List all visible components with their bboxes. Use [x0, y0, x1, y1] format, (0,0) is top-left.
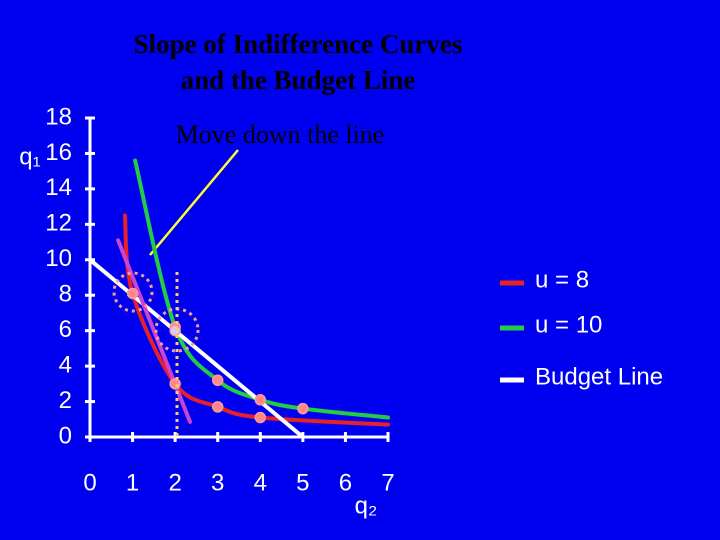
x-tick-label: 7 [381, 469, 394, 496]
y-tick-label: 10 [45, 245, 72, 272]
point [211, 374, 224, 387]
y-tick-label: 0 [59, 422, 72, 449]
point [126, 287, 139, 300]
highlight [112, 271, 154, 313]
point [254, 411, 267, 424]
y-axis-label: q₁ [19, 143, 40, 170]
x-tick-label: 1 [126, 469, 139, 496]
x-tick-label: 6 [339, 469, 352, 496]
y-tick-label: 12 [45, 210, 72, 237]
chart-title: and the Budget Line [181, 65, 416, 95]
y-tick-label: 16 [45, 139, 72, 166]
x-axis-label: q₂ [355, 492, 378, 519]
point [211, 401, 224, 413]
pointer [149, 149, 239, 256]
x-tick-label: 2 [168, 469, 181, 496]
legend-label: u = 10 [535, 311, 602, 338]
point [254, 394, 267, 406]
point [169, 324, 181, 337]
y-tick-label: 14 [45, 174, 72, 201]
legend-label: Budget Line [535, 363, 663, 390]
y-tick-label: 4 [59, 351, 72, 378]
y-tick-label: 8 [59, 281, 72, 308]
legend-label: u = 8 [535, 266, 589, 293]
chart-title: Slope of Indifference Curves [134, 29, 463, 59]
series-line [116, 238, 193, 424]
x-tick-label: 4 [254, 469, 267, 496]
annotation: Move down the line [176, 120, 385, 149]
y-tick-label: 18 [45, 103, 72, 130]
y-tick-label: 6 [59, 316, 72, 343]
x-tick-label: 3 [211, 469, 224, 496]
point [297, 402, 309, 415]
series-line [133, 158, 390, 420]
x-tick-label: 5 [296, 469, 309, 496]
x-tick-label: 0 [83, 469, 96, 496]
y-tick-label: 2 [59, 387, 72, 414]
point [169, 378, 181, 390]
